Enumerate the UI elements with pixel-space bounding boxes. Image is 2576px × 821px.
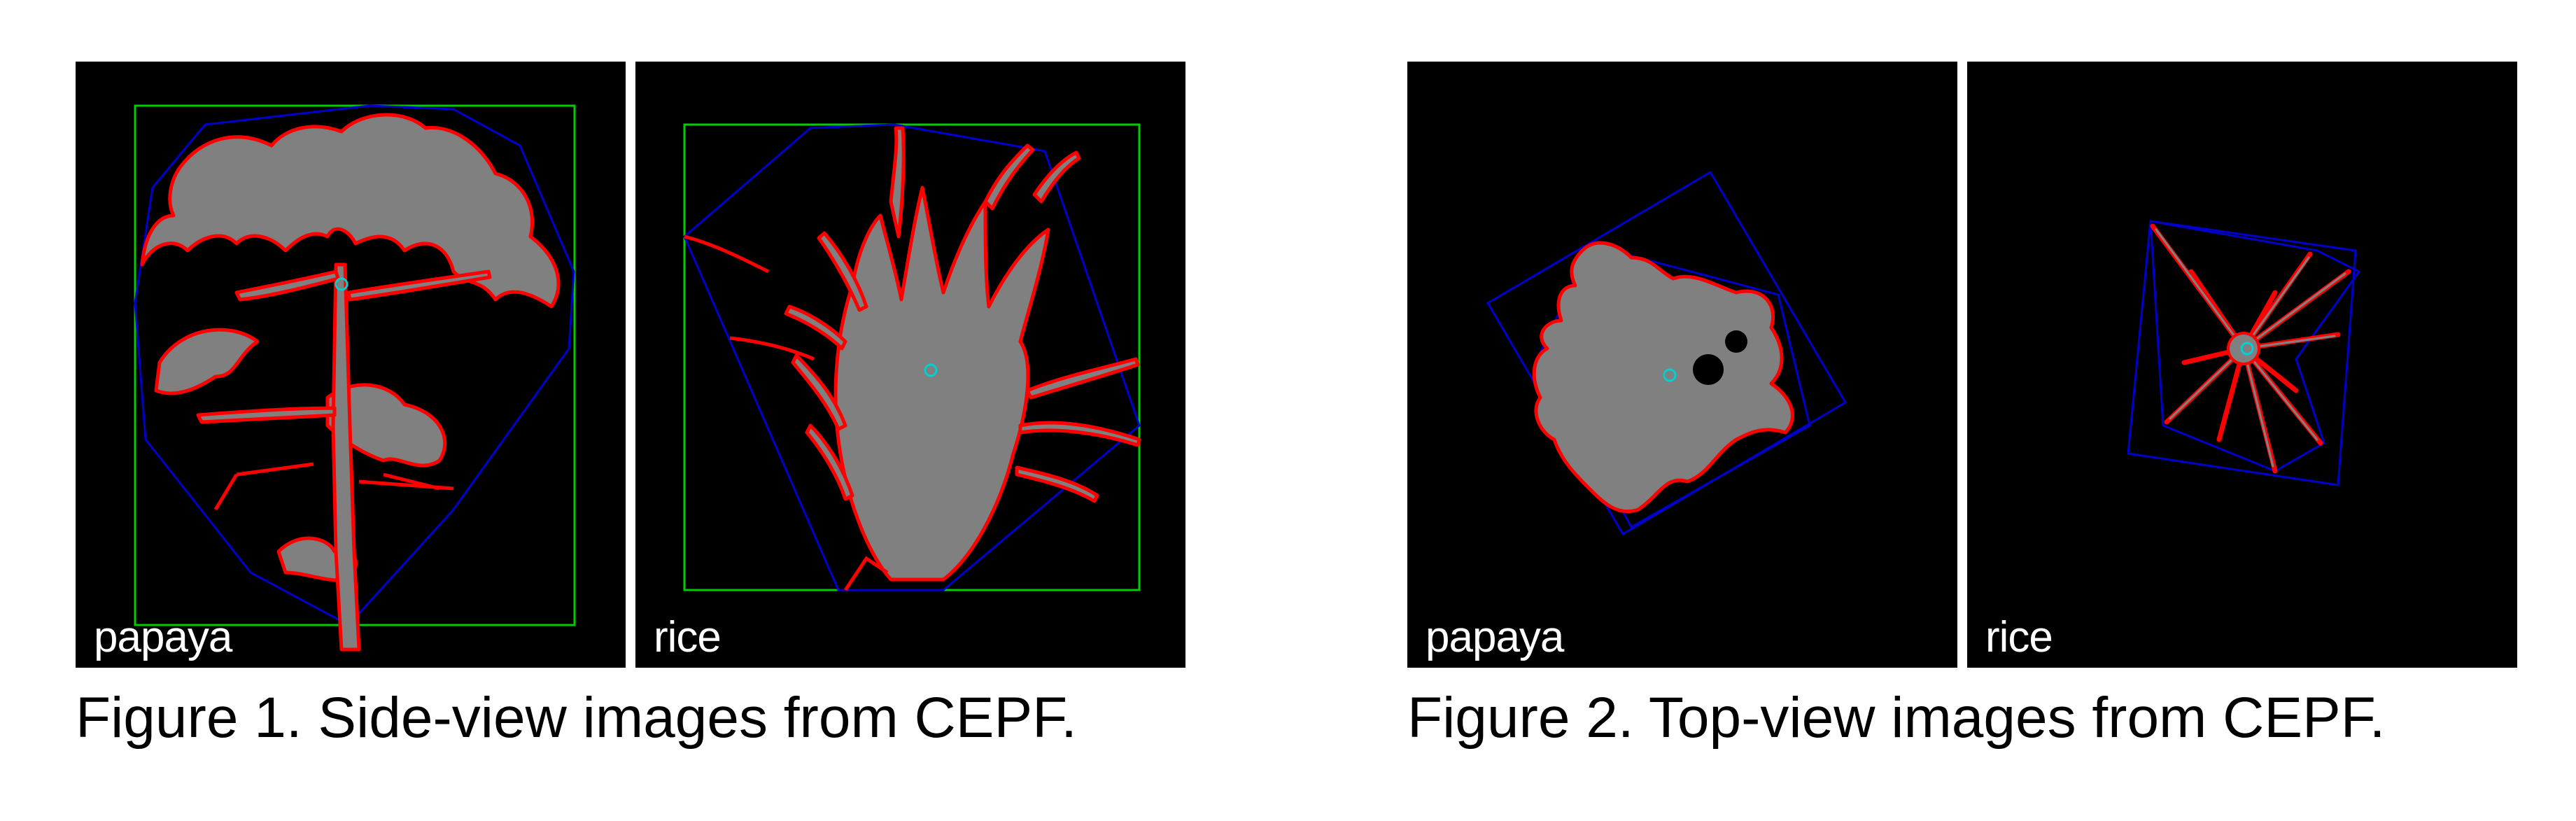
papaya-side-plant-image	[76, 62, 626, 668]
canopy-gap	[1693, 354, 1724, 385]
figure1-panel-rice: rice	[635, 62, 1185, 668]
plant-canopy	[142, 115, 558, 307]
plant-branch	[349, 272, 490, 300]
rice-top-plant-image	[1967, 62, 2517, 668]
figure1-caption: Figure 1. Side-view images from CEPF.	[76, 689, 1077, 747]
plant-twig	[237, 464, 314, 475]
rice-leaf	[1017, 468, 1097, 501]
rice-side-plant-image	[635, 62, 1185, 668]
plant-stem	[333, 265, 359, 650]
plant-branch	[198, 408, 335, 422]
plant-top-canopy	[1534, 243, 1792, 512]
plant-center	[2228, 333, 2259, 364]
plant-branch	[237, 272, 338, 300]
rice-leaf-outline	[730, 338, 814, 359]
figure1-panel-papaya: papaya	[76, 62, 626, 668]
figure2-panel-papaya: papaya	[1407, 62, 1957, 668]
figure2-panel-rice: rice	[1967, 62, 2517, 668]
panel-label: rice	[654, 616, 721, 659]
rice-leaf	[985, 146, 1033, 209]
rice-leaf	[1020, 423, 1139, 445]
plant-body	[836, 188, 1048, 580]
rice-leaf	[891, 128, 903, 237]
papaya-top-plant-image	[1407, 62, 1957, 668]
panel-label: papaya	[94, 616, 232, 659]
panel-label: rice	[1985, 616, 2053, 659]
panel-label: papaya	[1426, 616, 1563, 659]
canopy-gap	[1725, 330, 1747, 353]
plant-twig	[216, 475, 237, 510]
rice-top-leaf-core	[2156, 230, 2244, 349]
rice-leaf	[786, 307, 845, 349]
rice-leaf	[1027, 359, 1138, 398]
rice-leaf	[1034, 153, 1079, 202]
figure2-caption: Figure 2. Top-view images from CEPF.	[1407, 689, 2386, 747]
plant-leaf-left	[156, 330, 258, 393]
